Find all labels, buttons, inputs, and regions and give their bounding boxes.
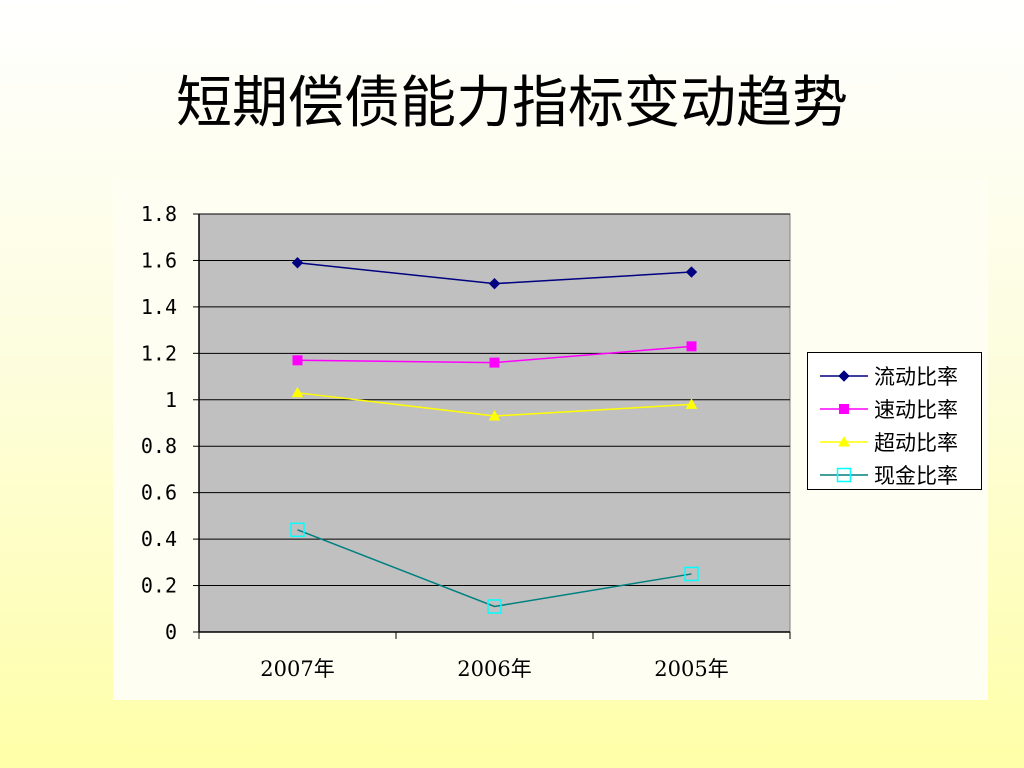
legend-key-marker (839, 403, 849, 414)
y-tick-label: 1 (165, 388, 177, 412)
line-chart: 0 0.2 0.4 0.6 0.8 1 1.2 1.4 1.6 1.8 2007年 2006年 2005… (141, 202, 791, 681)
legend-key-series-2 (820, 403, 868, 414)
data-point (292, 355, 303, 366)
y-tick-label: 1.2 (141, 341, 177, 365)
slide-title: 短期偿债能力指标变动趋势 (176, 71, 848, 136)
legend-item: 现金比率 (808, 458, 981, 491)
data-point (489, 357, 500, 368)
data-point (488, 410, 501, 421)
y-tick-label: 0.4 (141, 527, 177, 551)
data-point (685, 398, 698, 409)
y-tick-label: 1.8 (141, 202, 177, 226)
legend-label: 流动比率 (874, 364, 958, 389)
chart-legend: 流动比率 速动比率 超动比率 现金比率 (807, 352, 982, 490)
x-tick-label: 2005年 (654, 657, 728, 681)
legend-key-series-1 (820, 369, 868, 382)
data-point (291, 386, 304, 398)
series-line (297, 529, 692, 608)
legend-key-marker (838, 435, 850, 446)
legend-label: 现金比率 (874, 463, 958, 488)
legend-item: 流动比率 (808, 359, 981, 392)
y-tick-label: 1.6 (141, 248, 177, 272)
data-point (685, 266, 698, 278)
y-tick-label: 0.6 (141, 481, 177, 505)
data-point (487, 599, 502, 614)
data-point (291, 257, 304, 269)
legend-label: 超动比率 (874, 430, 958, 455)
legend-item: 超动比率 (808, 425, 981, 458)
data-point (488, 277, 501, 290)
legend-key-series-4 (820, 467, 868, 482)
series-2 (292, 341, 697, 368)
data-point (686, 341, 697, 352)
x-tick-label: 2007年 (260, 657, 334, 681)
legend-item: 速动比率 (808, 392, 981, 425)
data-point (290, 522, 305, 538)
series-1 (291, 257, 698, 290)
series-3 (291, 386, 698, 421)
legend-key-marker (838, 369, 850, 382)
plot-area (198, 213, 791, 633)
y-tick-label: 1.4 (141, 295, 177, 319)
legend-key-marker (836, 467, 852, 482)
series-4 (290, 522, 699, 614)
y-tick-label: 0.8 (141, 434, 177, 458)
legend-label: 速动比率 (874, 397, 958, 422)
y-tick-label: 0.2 (141, 574, 177, 598)
data-point (684, 566, 699, 582)
x-tick-label: 2006年 (457, 657, 531, 681)
legend-key-series-3 (820, 435, 868, 446)
y-tick-label: 0 (165, 620, 177, 644)
